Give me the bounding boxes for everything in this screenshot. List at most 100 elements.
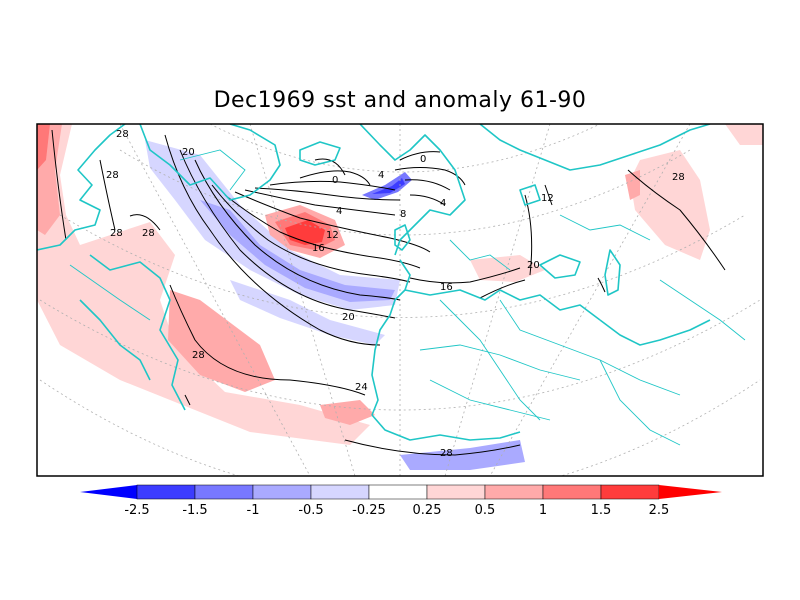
contour-label: 12 — [541, 193, 554, 204]
contour-label: 20 — [182, 147, 195, 158]
anomaly-shading — [37, 124, 763, 470]
contour-line — [184, 394, 191, 406]
map-frame-border — [36, 123, 764, 477]
colorbar-tick-label: 1 — [539, 503, 547, 518]
colorbar-swatch — [600, 484, 660, 500]
contour-line — [299, 170, 371, 186]
border-line — [69, 264, 151, 321]
colorbar-tick-label: 1.5 — [591, 503, 612, 518]
coastline-north-america — [37, 124, 126, 251]
contour-label: 28 — [142, 228, 155, 239]
contour-line — [627, 169, 726, 271]
contour-line — [409, 267, 521, 284]
contour-line — [99, 159, 116, 231]
contour-line — [479, 279, 526, 299]
coastline-greenland — [139, 124, 281, 201]
border-line — [499, 299, 681, 396]
border-line — [659, 279, 746, 341]
border-line — [439, 299, 541, 421]
anomaly-cold-band-b — [200, 200, 395, 302]
anomaly-warm-offshore — [320, 400, 375, 425]
border-line — [559, 214, 651, 241]
contour-line — [194, 159, 401, 301]
anomaly-warm-ne-corner — [725, 124, 763, 145]
contour-line — [544, 184, 553, 206]
anomaly-warm-iceland-core — [285, 220, 325, 245]
border-line — [449, 239, 511, 271]
anomaly-cold-baltic-core — [372, 178, 405, 194]
contour-label: 4 — [440, 198, 446, 209]
colorbar-swatch — [194, 484, 254, 500]
graticule-parallel-1 — [39, 379, 761, 476]
contour-label: 0 — [332, 175, 338, 186]
coastline-british-isles — [394, 224, 411, 251]
contour-line — [169, 284, 366, 396]
contour-label: 28 — [106, 170, 119, 181]
coastlines — [37, 124, 711, 441]
coastline-scandinavia — [359, 124, 466, 256]
colorbar-swatch — [310, 484, 370, 500]
anomaly-warm-corner-core — [37, 124, 50, 170]
anomaly-cold-band-c — [230, 280, 385, 345]
contour-label: 28 — [192, 350, 205, 361]
anomaly-cold-band-a — [145, 140, 400, 310]
contour-label: 28 — [110, 228, 123, 239]
colorbar-swatch — [368, 484, 428, 500]
contour-line — [524, 194, 533, 276]
contour-label: 16 — [440, 282, 453, 293]
anomaly-cold-south-tip — [400, 440, 525, 470]
anomaly-warm-east-sea — [630, 150, 710, 260]
graticule-parallel-4 — [119, 149, 691, 236]
colorbar-tick-label: -1 — [247, 503, 260, 518]
contour-label: 24 — [355, 382, 368, 393]
contour-label: 20 — [342, 312, 355, 323]
graticule-meridian-1 — [119, 124, 311, 476]
border-line — [419, 344, 581, 381]
colorbar-swatch — [426, 484, 486, 500]
contour-line — [211, 184, 411, 283]
graticule-parallel-5 — [209, 124, 601, 173]
colorbar-tick-label: -1.5 — [182, 503, 207, 518]
contour-line — [597, 277, 606, 293]
colorbar-swatch — [136, 484, 196, 500]
contour-label: 0 — [420, 154, 426, 165]
country-borders — [69, 149, 746, 446]
colorbar-tick-label: -0.5 — [298, 503, 323, 518]
coastline-caribbean — [79, 299, 151, 381]
coastline-caspian — [604, 249, 621, 296]
contour-label: 16 — [312, 243, 325, 254]
contour-label: 28 — [440, 448, 453, 459]
colorbar-swatch — [484, 484, 544, 500]
coastline-asia-north — [479, 124, 711, 171]
contour-line — [164, 134, 381, 346]
colorbar-arrow-left — [80, 485, 137, 499]
coastline-iceland — [299, 141, 341, 166]
map-title: Dec1969 sst and anomaly 61-90 — [213, 88, 587, 113]
graticule-meridian-4 — [444, 124, 551, 476]
contour-label: 8 — [400, 209, 406, 220]
contour-line — [394, 167, 466, 186]
colorbar-tick-label: -0.25 — [352, 503, 386, 518]
anomaly-warm-atlantic-west — [37, 124, 370, 445]
contour-line — [179, 149, 396, 319]
contour-label: 4 — [336, 206, 342, 217]
contour-line — [224, 194, 421, 269]
colorbar-tick-label: -2.5 — [124, 503, 149, 518]
border-line — [599, 359, 681, 446]
colorbar-tick-label: 2.5 — [649, 503, 670, 518]
coastline-black-sea — [539, 254, 581, 279]
colorbar-swatch — [542, 484, 602, 500]
border-line — [429, 379, 551, 421]
sst-contours — [51, 129, 726, 456]
contour-label: 28 — [672, 172, 685, 183]
anomaly-warm-band-south — [168, 290, 275, 392]
contour-line — [129, 214, 161, 231]
contour-label: 4 — [378, 170, 384, 181]
contour-line — [404, 179, 451, 191]
contour-label: 12 — [326, 230, 339, 241]
colorbar-tick-label: 0.5 — [475, 503, 496, 518]
colorbar-swatch — [252, 484, 312, 500]
graticule-parallel-3 — [59, 214, 746, 318]
